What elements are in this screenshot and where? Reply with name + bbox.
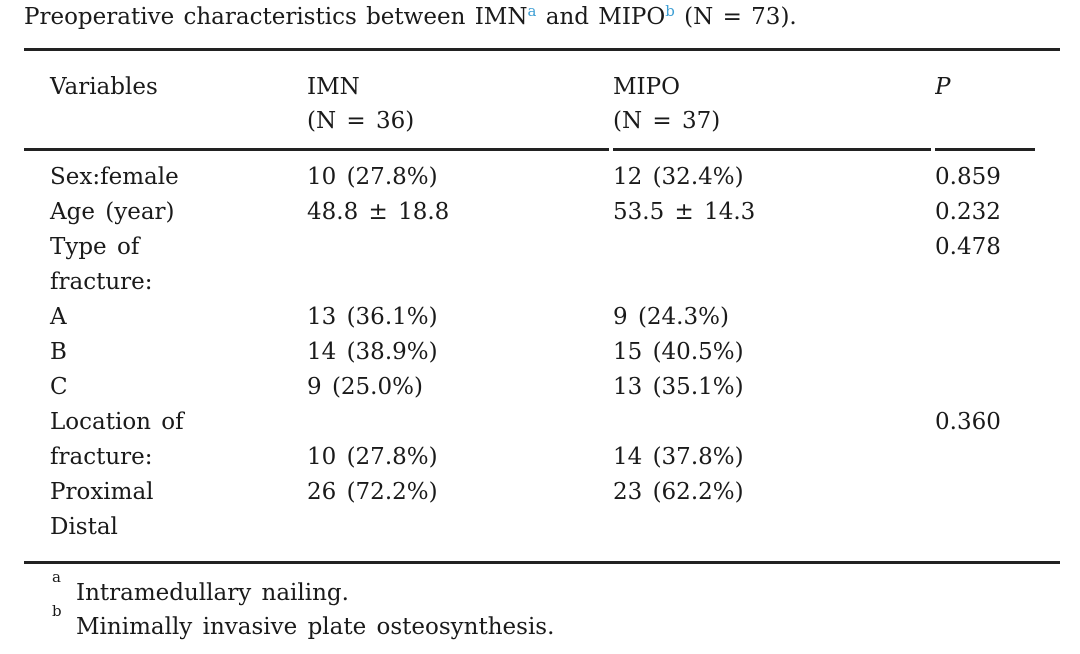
cell-p: [935, 510, 1060, 545]
cell-mipo: 9 (24.3%): [613, 304, 729, 330]
cell-variable: B: [50, 339, 67, 365]
cell-p: [935, 475, 1060, 510]
footnote-a: a Intramedullary nailing.: [52, 568, 349, 607]
cell-p: [935, 370, 1060, 405]
cell-variable: Proximal: [50, 479, 154, 505]
cell-variable: Sex:female: [50, 164, 179, 190]
table-mid-rule: [24, 148, 1060, 151]
cell-mipo: [613, 510, 935, 545]
caption-text-mid: and MIPO: [536, 4, 666, 30]
cell-p: [935, 335, 1060, 370]
table-row: Type of 0.478: [24, 230, 1060, 265]
footnote-ref-b[interactable]: b: [665, 2, 675, 20]
cell-imn: [307, 230, 613, 265]
footnote-b: b Minimally invasive plate osteosynthesis…: [52, 602, 555, 641]
table-row: B 14 (38.9%) 15 (40.5%): [24, 335, 1060, 370]
cell-p: 0.478: [935, 234, 1001, 260]
footnote-a-text: Intramedullary nailing.: [76, 580, 349, 606]
table-top-rule: [24, 48, 1060, 51]
header-mipo: MIPO (N = 37): [613, 74, 721, 134]
cell-imn: [307, 265, 613, 300]
cell-mipo: [613, 265, 935, 300]
cell-imn: 13 (36.1%): [307, 304, 438, 330]
cell-mipo: 15 (40.5%): [613, 339, 744, 365]
cell-mipo: 14 (37.8%): [613, 444, 744, 470]
table-caption: Preoperative characteristics between IMN…: [24, 1, 797, 33]
table-bottom-rule: [24, 561, 1060, 564]
header-imn: IMN (N = 36): [307, 74, 415, 134]
header-row: Variables IMN (N = 36) MIPO (N = 37) P: [24, 51, 1060, 148]
cell-mipo: 53.5 ± 14.3: [613, 199, 756, 225]
cell-mipo: 23 (62.2%): [613, 479, 744, 505]
cell-imn: 9 (25.0%): [307, 374, 423, 400]
table-row: Sex:female 10 (27.8%) 12 (32.4%) 0.859: [24, 160, 1060, 195]
table-row: A 13 (36.1%) 9 (24.3%): [24, 300, 1060, 335]
cell-mipo: 13 (35.1%): [613, 374, 744, 400]
cell-mipo: 12 (32.4%): [613, 164, 744, 190]
cell-variable: Age (year): [50, 199, 175, 225]
table-row: fracture: 10 (27.8%) 14 (37.8%): [24, 440, 1060, 475]
table-header: Variables IMN (N = 36) MIPO (N = 37) P: [24, 51, 1060, 148]
table-row: Proximal 26 (72.2%) 23 (62.2%): [24, 475, 1060, 510]
cell-imn: [307, 510, 613, 545]
table-row: C 9 (25.0%) 13 (35.1%): [24, 370, 1060, 405]
table-container: Variables IMN (N = 36) MIPO (N = 37) P: [24, 48, 1060, 644]
cell-p: 0.232: [935, 199, 1001, 225]
table-row: Age (year) 48.8 ± 18.8 53.5 ± 14.3 0.232: [24, 195, 1060, 230]
footnote-b-text: Minimally invasive plate osteosynthesis.: [76, 614, 555, 640]
cell-imn: 10 (27.8%): [307, 444, 438, 470]
table-body: Sex:female 10 (27.8%) 12 (32.4%) 0.859 A…: [24, 160, 1060, 545]
cell-imn: [307, 405, 613, 440]
cell-variable: fracture:: [50, 269, 153, 295]
cell-imn: 10 (27.8%): [307, 164, 438, 190]
cell-p: [935, 300, 1060, 335]
cell-p: 0.360: [935, 409, 1001, 435]
cell-variable: Type of: [50, 234, 140, 260]
cell-imn: 14 (38.9%): [307, 339, 438, 365]
cell-variable: fracture:: [50, 444, 153, 470]
header-variables: Variables: [50, 74, 158, 100]
cell-imn: 26 (72.2%): [307, 479, 438, 505]
header-p-value: P: [935, 74, 951, 100]
cell-imn: 48.8 ± 18.8: [307, 199, 450, 225]
cell-mipo: [613, 405, 935, 440]
cell-p: 0.859: [935, 164, 1001, 190]
cell-mipo: [613, 230, 935, 265]
table-footnotes: a Intramedullary nailing. b Minimally inva…: [24, 568, 1060, 644]
table-row: Location of 0.360: [24, 405, 1060, 440]
cell-variable: A: [50, 304, 67, 330]
cell-p: [935, 440, 1060, 475]
cell-p: [935, 265, 1060, 300]
footnote-ref-a[interactable]: a: [527, 2, 537, 20]
cell-variable: C: [50, 374, 68, 400]
table-row: Distal: [24, 510, 1060, 545]
caption-text-prefix: Preoperative characteristics between IMN: [24, 4, 528, 30]
table-row: fracture:: [24, 265, 1060, 300]
cell-variable: Distal: [50, 514, 118, 540]
cell-variable: Location of: [50, 409, 184, 435]
caption-text-suffix: (N = 73).: [674, 4, 797, 30]
